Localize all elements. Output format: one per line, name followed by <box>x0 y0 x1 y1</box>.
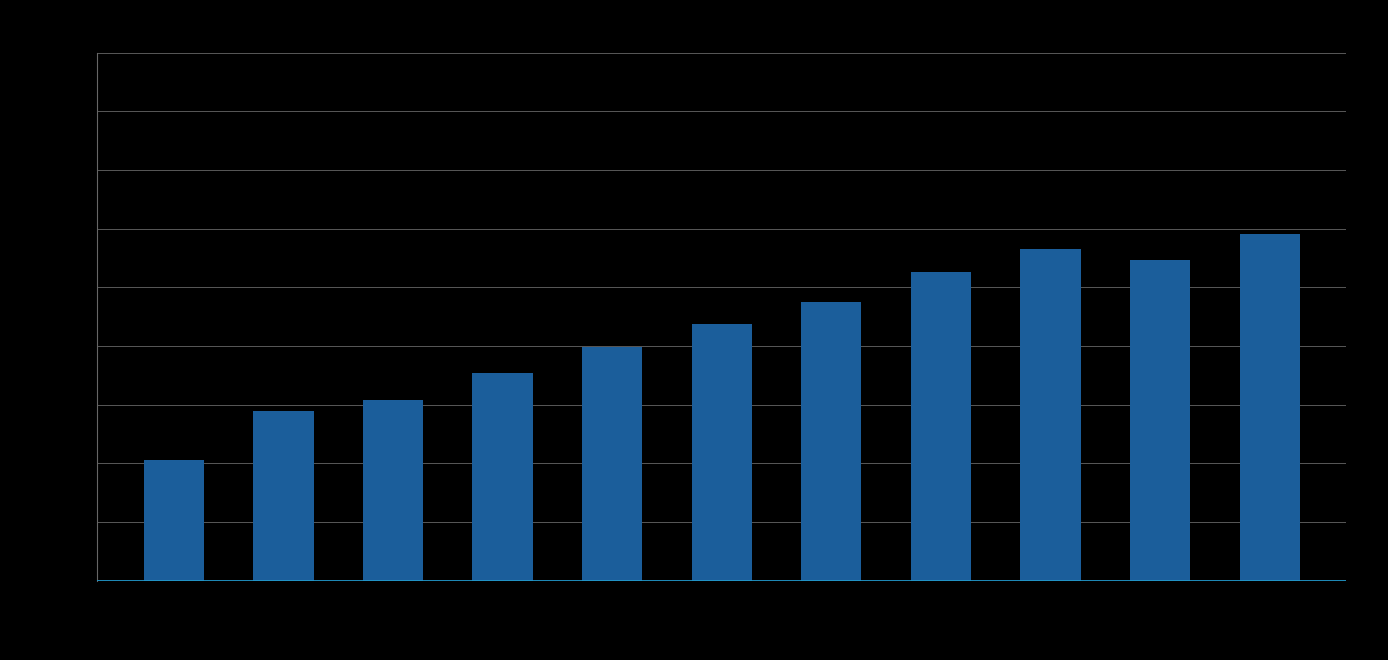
Bar <box>1020 249 1081 581</box>
Bar <box>691 324 752 581</box>
Bar <box>472 374 533 581</box>
Bar <box>144 460 204 581</box>
Bar <box>362 400 423 581</box>
Bar <box>801 302 862 581</box>
Bar <box>1130 260 1191 581</box>
Bar <box>582 347 643 581</box>
Bar <box>253 411 314 581</box>
Bar <box>911 271 972 581</box>
Bar <box>1239 234 1299 581</box>
